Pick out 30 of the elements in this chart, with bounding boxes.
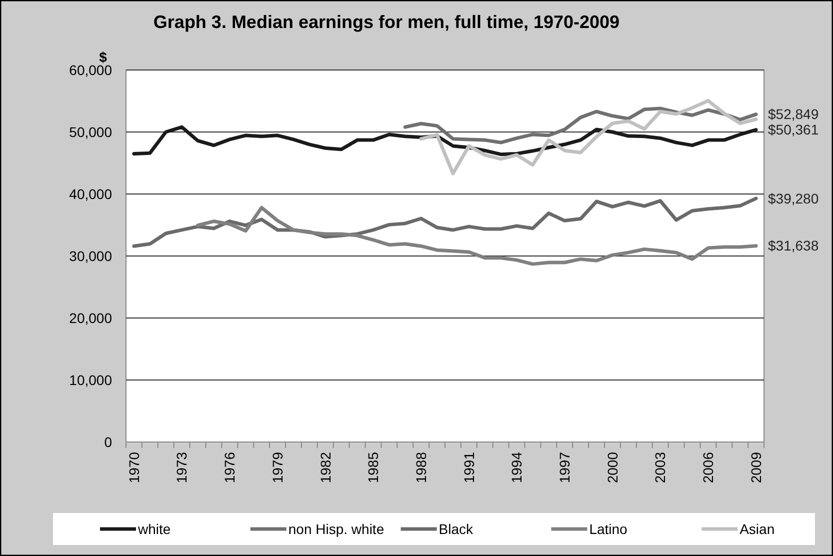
legend-label: Asian <box>740 520 775 537</box>
annotation: $52,849 <box>768 106 819 122</box>
chart-title: Graph 3. Median earnings for men, full time, 1970-2009 <box>153 12 620 32</box>
x-tick-label: 1997 <box>556 452 573 484</box>
x-tick-label: 1979 <box>269 452 286 484</box>
legend-label: non Hisp. white <box>288 520 384 537</box>
x-tick-label: 1982 <box>317 452 334 484</box>
annotation: $31,638 <box>768 238 819 254</box>
x-tick-label: 1970 <box>126 452 142 484</box>
x-tick-label: 2000 <box>604 452 620 484</box>
y-tick-label: 50,000 <box>69 124 112 140</box>
x-tick-label: 1994 <box>508 452 525 484</box>
y-tick-label: 10,000 <box>69 372 112 388</box>
x-tick-label: 1985 <box>365 452 382 484</box>
legend-label: Black <box>438 520 474 537</box>
x-tick-label: 1976 <box>222 452 238 484</box>
x-tick-label: 1973 <box>174 452 190 484</box>
annotation: $39,280 <box>768 190 819 206</box>
x-tick-label: 2006 <box>700 452 716 484</box>
legend-label: white <box>137 520 171 537</box>
x-tick-label: 2009 <box>748 452 764 484</box>
legend-label: Latino <box>589 520 628 537</box>
y-tick-label: 30,000 <box>69 248 112 264</box>
y-tick-label: 20,000 <box>69 310 112 326</box>
y-tick-label: 40,000 <box>69 186 112 202</box>
x-tick-label: 1988 <box>412 452 429 484</box>
x-tick-label: 1991 <box>460 452 477 484</box>
x-tick-label: 2003 <box>652 452 668 484</box>
annotation: $50,361 <box>768 122 819 138</box>
y-tick-label: 0 <box>104 434 112 450</box>
